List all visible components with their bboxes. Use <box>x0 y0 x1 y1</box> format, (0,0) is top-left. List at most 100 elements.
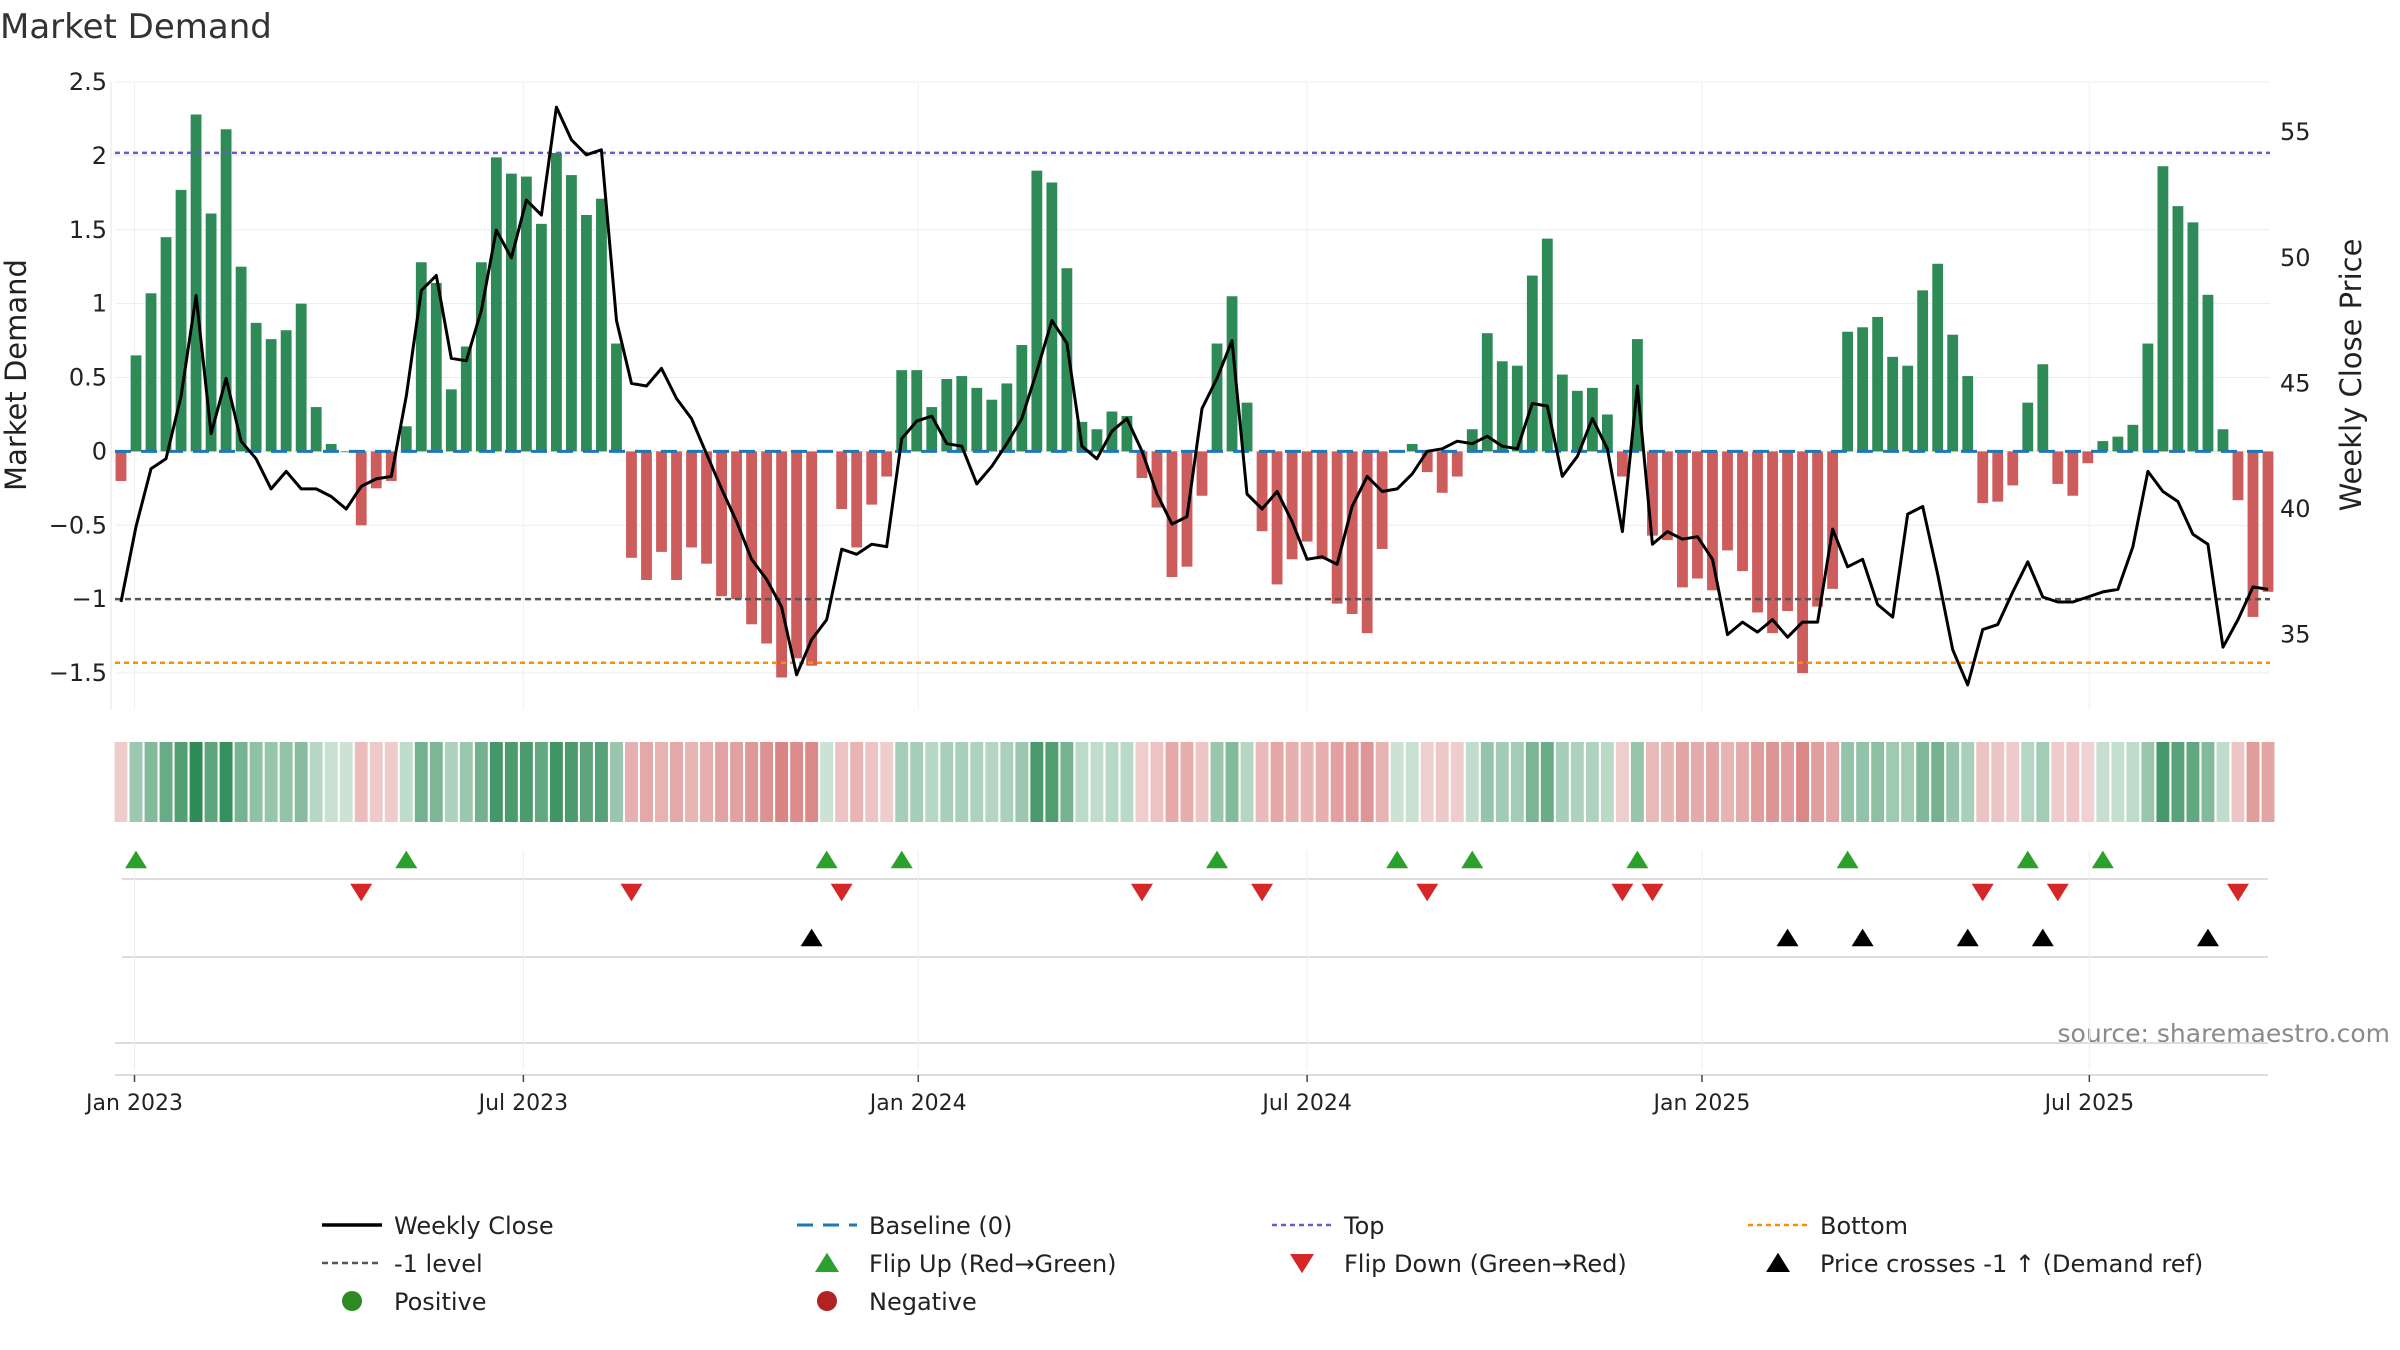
strip-cell-101 <box>1630 742 1644 822</box>
strip-cell-85 <box>1390 742 1404 822</box>
demand-bar-45 <box>791 451 803 659</box>
strip-cell-14 <box>324 742 338 822</box>
strip-cell-34 <box>625 742 638 822</box>
strip-cell-106 <box>1706 742 1719 822</box>
demand-bar-117 <box>1872 316 1884 452</box>
demand-bar-21 <box>430 282 442 452</box>
xtick-label-1: Jul 2023 <box>477 1091 569 1116</box>
strip-cell-63 <box>1060 742 1074 822</box>
demand-bar-103 <box>1662 451 1673 541</box>
strip-cell-49 <box>850 742 864 822</box>
demand-bar-125 <box>1992 451 2004 502</box>
demand-bar-131 <box>2082 451 2094 464</box>
strip-cell-126 <box>2006 742 2020 822</box>
strip-cell-3 <box>159 742 173 822</box>
demand-bar-104 <box>1677 451 1688 588</box>
y2tick-label-0: 55 <box>2280 118 2311 146</box>
demand-bar-130 <box>2067 451 2079 496</box>
strip-cell-99 <box>1600 742 1614 822</box>
demand-bar-53 <box>911 370 923 452</box>
strip-cell-88 <box>1435 742 1449 822</box>
flip-up-marker-90 <box>1461 850 1484 869</box>
demand-bar-74 <box>1226 296 1238 452</box>
strip-cell-28 <box>534 742 548 822</box>
demand-bar-81 <box>1331 451 1343 604</box>
strip-cell-95 <box>1540 742 1554 822</box>
strip-cell-78 <box>1285 742 1299 822</box>
demand-bar-33 <box>611 343 622 452</box>
price-series <box>119 105 2269 687</box>
demand-bar-35 <box>641 451 652 580</box>
demand-bar-3 <box>160 237 172 452</box>
strip-cell-136 <box>2156 742 2170 822</box>
legend-label-6: Flip Down (Green→Red) <box>1344 1250 1627 1278</box>
strip-cell-65 <box>1090 742 1104 822</box>
ytick-label-4: 0.5 <box>69 364 107 392</box>
demand-bar-5 <box>190 114 202 452</box>
strip-cell-27 <box>519 742 533 822</box>
demand-bar-7 <box>220 129 232 452</box>
strip-cell-89 <box>1450 742 1464 822</box>
legend-label-5: Flip Up (Red→Green) <box>869 1250 1117 1278</box>
legend-marker-5 <box>815 1252 839 1272</box>
demand-bar-90 <box>1466 429 1478 452</box>
flip-down-marker-34 <box>620 883 643 902</box>
demand-bar-75 <box>1241 402 1253 452</box>
strip-cell-72 <box>1195 742 1209 822</box>
strip-cell-112 <box>1796 742 1810 822</box>
demand-bar-84 <box>1376 451 1388 549</box>
strip-cell-24 <box>474 742 488 822</box>
demand-bar-139 <box>2202 294 2214 452</box>
demand-bar-37 <box>671 451 682 580</box>
flip-up-marker-1 <box>125 850 148 869</box>
demand-bar-23 <box>460 346 472 452</box>
flip-down-marker-48 <box>830 883 853 902</box>
demand-bar-132 <box>2097 441 2109 452</box>
legend-marker-7 <box>1766 1252 1790 1272</box>
demand-bar-115 <box>1842 331 1854 452</box>
demand-bar-25 <box>490 157 502 452</box>
strip-cell-51 <box>880 742 894 822</box>
strip-cell-57 <box>970 742 984 822</box>
demand-bar-20 <box>415 262 427 452</box>
price-cross-marker-5 <box>2196 928 2219 947</box>
demand-bar-87 <box>1421 451 1433 473</box>
strip-cell-115 <box>1841 742 1855 822</box>
strip-cell-81 <box>1330 742 1344 822</box>
strip-cell-17 <box>369 742 383 822</box>
legend-label-8: Positive <box>394 1288 487 1316</box>
demand-bar-129 <box>2052 451 2064 484</box>
flip-down-marker-100 <box>1611 883 1634 902</box>
flip-down-marker-102 <box>1641 883 1664 902</box>
demand-bar-96 <box>1556 374 1568 452</box>
strip-cell-142 <box>2246 742 2260 822</box>
strip-cell-38 <box>685 742 698 822</box>
strip-cell-91 <box>1480 742 1494 822</box>
demand-bar-72 <box>1196 451 1208 496</box>
strip-cell-93 <box>1510 742 1524 822</box>
strip-cell-55 <box>940 742 954 822</box>
ytick-label-3: 1 <box>92 290 107 318</box>
strip-cell-71 <box>1180 742 1194 822</box>
strip-cell-108 <box>1736 742 1749 822</box>
demand-bar-123 <box>1962 376 1974 452</box>
strip-cell-62 <box>1045 742 1059 822</box>
strip-cell-37 <box>670 742 683 822</box>
demand-bar-79 <box>1301 451 1313 542</box>
chart-title: Market Demand <box>0 7 272 47</box>
flip-down-marker-141 <box>2226 883 2249 902</box>
strip-cell-7 <box>219 742 233 822</box>
strip-cell-84 <box>1375 742 1389 822</box>
strip-cell-64 <box>1075 742 1089 822</box>
flip-down-marker-76 <box>1251 883 1274 902</box>
strip-cell-74 <box>1225 742 1239 822</box>
strip-cell-33 <box>610 742 623 822</box>
strip-cell-23 <box>459 742 473 822</box>
legend-marker-9 <box>817 1291 837 1311</box>
reference-lines <box>115 151 2270 664</box>
demand-bar-10 <box>265 339 277 452</box>
strip-cell-110 <box>1766 742 1779 822</box>
flip-up-marker-19 <box>395 850 418 869</box>
demand-bar-40 <box>716 451 727 597</box>
demand-bar-51 <box>881 451 893 477</box>
